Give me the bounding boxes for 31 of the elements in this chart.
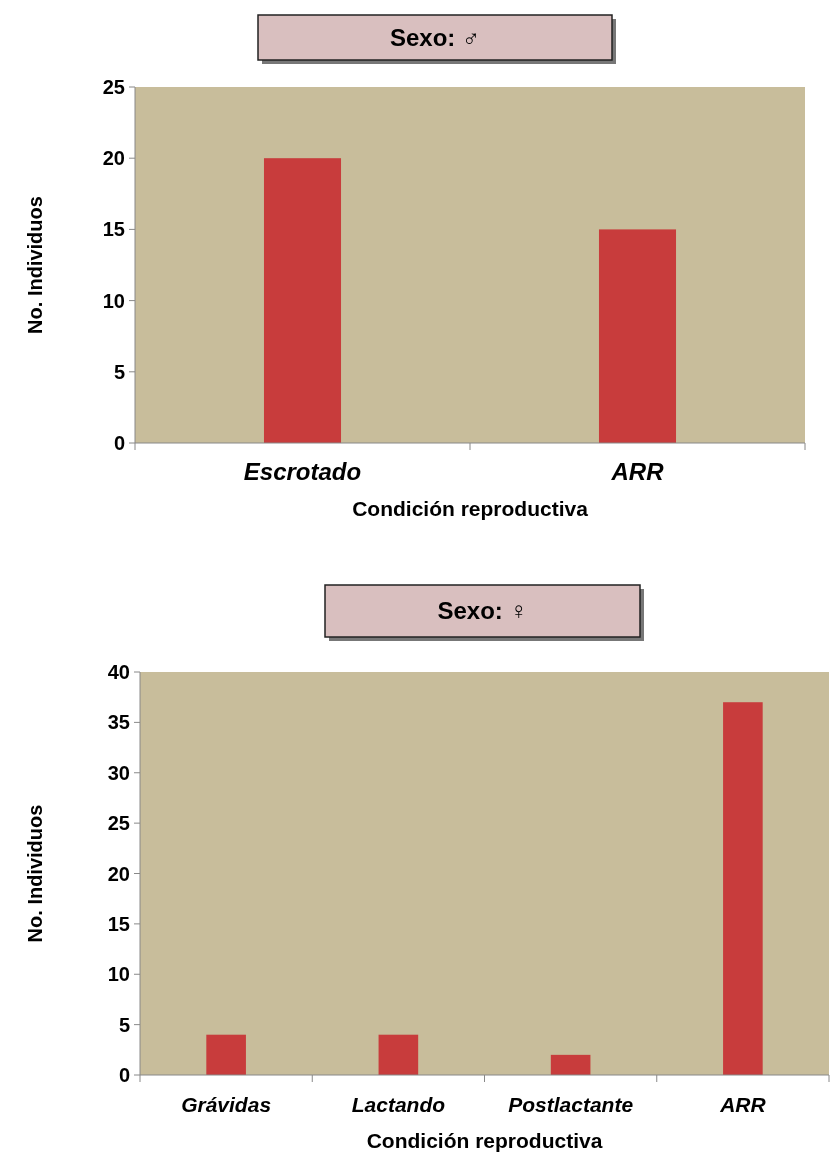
y-tick-label: 0 [118, 1064, 130, 1086]
x-tick-label: ARR [719, 1093, 767, 1116]
y-tick-label: 5 [113, 360, 125, 383]
y-tick-label: 5 [118, 1013, 130, 1036]
y-tick-label: 15 [107, 912, 130, 935]
x-tick-label: Lactando [351, 1093, 446, 1116]
y-tick-label: 25 [102, 76, 125, 98]
y-tick-label: 35 [107, 711, 130, 734]
y-tick-label: 10 [107, 963, 130, 986]
y-tick-label: 15 [102, 218, 125, 241]
y-axis-title: No. Individuos [24, 196, 46, 334]
x-tick-label: Escrotado [243, 458, 362, 485]
bar [550, 1054, 591, 1075]
chart-title: Sexo: ♀ [437, 597, 528, 624]
x-axis-title: Condición reproductiva [352, 497, 589, 520]
y-tick-label: 40 [107, 661, 130, 683]
y-axis-title: No. Individuos [24, 804, 46, 943]
x-tick-label: Postlactante [508, 1093, 634, 1116]
bar [723, 702, 763, 1075]
x-tick-label: Grávidas [181, 1093, 272, 1116]
y-tick-label: 30 [107, 761, 130, 784]
x-tick-label: ARR [610, 458, 665, 485]
bar [206, 1034, 246, 1075]
y-tick-label: 0 [113, 432, 125, 454]
y-tick-label: 20 [107, 862, 130, 885]
x-axis-title: Condición reproductiva [366, 1129, 603, 1152]
y-tick-label: 10 [102, 289, 125, 312]
y-tick-label: 20 [102, 147, 125, 170]
bar [378, 1034, 419, 1075]
chart-title: Sexo: ♂ [389, 23, 481, 51]
y-tick-label: 25 [107, 812, 130, 835]
